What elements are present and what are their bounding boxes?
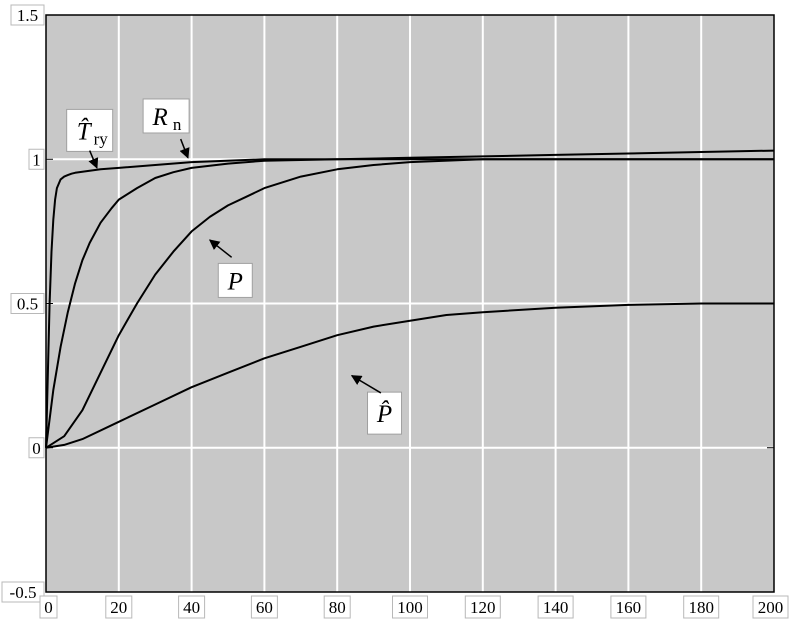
y-tick-label: 1.5 — [10, 4, 45, 26]
y-tick-label: -0.5 — [1, 581, 45, 603]
y-tick-label: 1 — [28, 148, 45, 170]
svg-text:-0.5: -0.5 — [10, 583, 37, 602]
svg-text:n: n — [173, 115, 182, 134]
x-tick-label: 0 — [39, 595, 58, 619]
svg-text:140: 140 — [543, 598, 569, 617]
svg-text:200: 200 — [758, 598, 784, 617]
svg-text:20: 20 — [110, 598, 127, 617]
series-line-P — [45, 158, 774, 449]
annotation-P-hat: P̂ — [350, 374, 403, 435]
svg-text:40: 40 — [183, 598, 200, 617]
svg-text:160: 160 — [616, 598, 642, 617]
annotation-arrow — [179, 138, 190, 159]
svg-text:P̂: P̂ — [376, 400, 392, 428]
svg-text:1: 1 — [32, 150, 41, 169]
x-tick-label: 140 — [537, 595, 574, 619]
annotation-arrow — [208, 239, 233, 258]
annotations: T̂ ry R n P P̂ — [66, 98, 403, 435]
x-tick-label: 20 — [105, 595, 133, 619]
svg-text:0.5: 0.5 — [17, 295, 38, 314]
x-tick-label: 120 — [464, 595, 501, 619]
annotation-arrow — [350, 374, 382, 394]
svg-text:80: 80 — [329, 598, 346, 617]
x-tick-label: 80 — [323, 595, 351, 619]
svg-text:R: R — [151, 104, 167, 131]
x-tick-label: 180 — [683, 595, 720, 619]
series-line-Rn — [45, 149, 775, 448]
y-tick-label: 0.5 — [10, 293, 45, 314]
svg-text:60: 60 — [256, 598, 273, 617]
series-line-P-hat — [45, 302, 774, 449]
svg-text:P: P — [227, 268, 243, 295]
svg-text:ry: ry — [94, 129, 109, 148]
svg-text:1.5: 1.5 — [17, 6, 38, 25]
y-tick-label: 0 — [28, 437, 45, 459]
svg-text:180: 180 — [688, 598, 714, 617]
annotation-P: P — [208, 239, 253, 298]
svg-text:120: 120 — [470, 598, 496, 617]
x-tick-label: 100 — [392, 595, 428, 619]
y-axis-ticks: -0.5 0 0.5 1 1.5 — [1, 4, 774, 603]
svg-text:T̂: T̂ — [77, 117, 93, 145]
x-tick-label: 60 — [250, 595, 278, 619]
x-tick-label: 200 — [752, 595, 789, 619]
x-tick-label: 40 — [178, 595, 206, 619]
annotation-T-hat-ry: T̂ ry — [66, 108, 114, 169]
svg-text:0: 0 — [44, 598, 53, 617]
svg-text:0: 0 — [32, 439, 41, 458]
annotation-arrow — [88, 150, 99, 169]
svg-text:100: 100 — [397, 598, 423, 617]
series-lines — [45, 149, 775, 449]
x-tick-label: 160 — [610, 595, 647, 619]
x-axis-ticks: 0 20 40 60 80 100 120 140 160 180 200 — [39, 595, 789, 619]
